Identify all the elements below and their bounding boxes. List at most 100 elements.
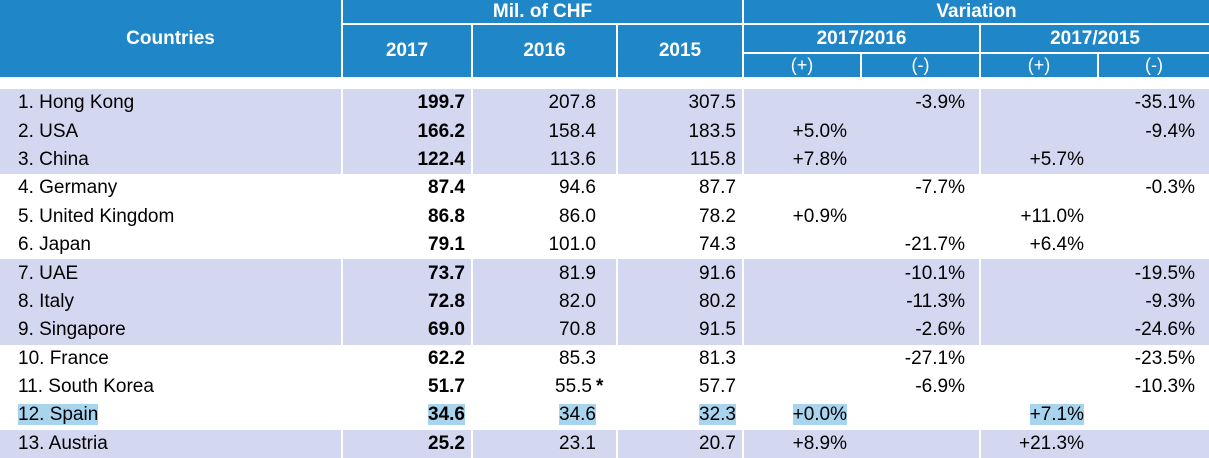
highlighted-country: 12. Spain: [18, 404, 99, 426]
country-cell: 5. United Kingdom: [0, 202, 342, 231]
plus-1715-cell: +7.1%: [979, 401, 1098, 430]
plus-1716-cell: +0.9%: [742, 202, 861, 231]
value-2016-cell: 101.0: [471, 230, 617, 260]
value-2017-cell: 73.7: [341, 259, 472, 288]
value-2015-cell: 183.5: [616, 117, 743, 146]
value-2015-cell: 307.5: [616, 89, 743, 118]
value-2017-cell: 72.8: [341, 287, 472, 317]
plus-1716-cell: [742, 372, 861, 402]
value-2017-cell: 25.2: [341, 429, 472, 458]
plus-1715-cell: [979, 316, 1098, 345]
value-2015-cell: 91.6: [616, 259, 743, 288]
table-row: 10. France 62.2 85.3 81.3 -27.1% -23.5%: [0, 344, 1209, 373]
country-cell: 6. Japan: [0, 230, 342, 260]
value-2016-text: 23.1: [559, 432, 596, 454]
plus-1716-cell: [742, 174, 861, 203]
value-2016-cell: 82.0: [471, 287, 617, 317]
country-cell: 2. USA: [0, 117, 342, 146]
minus-1716-cell: -11.3%: [861, 287, 980, 317]
value-2016-cell: 86.0: [471, 202, 617, 231]
value-2016-cell: 55.5 *: [471, 372, 617, 402]
plus-1716-cell: [742, 287, 861, 317]
minus-1715-cell: -0.3%: [1098, 174, 1209, 203]
table-row: 1. Hong Kong 199.7 207.8 307.5 -3.9% -35…: [0, 89, 1209, 118]
value-2016-cell: 23.1: [471, 429, 617, 458]
value-2015-cell: 20.7: [616, 429, 743, 458]
value-2016-cell: 70.8: [471, 316, 617, 345]
plus-1716-cell: [742, 316, 861, 345]
value-2016-text: 101.0: [548, 234, 596, 256]
country-cell: 1. Hong Kong: [0, 89, 342, 118]
table-row: 9. Singapore 69.0 70.8 91.5 -2.6% -24.6%: [0, 316, 1209, 345]
value-2016-text: 94.6: [559, 177, 596, 199]
plus-1716-cell: [742, 344, 861, 373]
value-2016-text: 207.8: [548, 92, 596, 114]
plus-header-1716: (+): [742, 53, 861, 79]
minus-1716-cell: [861, 117, 980, 146]
value-2017-cell: 51.7: [341, 372, 472, 402]
plus-1715-cell: +6.4%: [979, 230, 1098, 260]
highlighted-value: +7.1%: [1029, 404, 1084, 426]
minus-1715-cell: -35.1%: [1098, 89, 1209, 118]
value-2015-cell: 115.8: [616, 145, 743, 175]
value-2015-cell: 74.3: [616, 230, 743, 260]
plus-1715-cell: [979, 89, 1098, 118]
table-row: 3. China 122.4 113.6 115.8 +7.8% +5.7%: [0, 145, 1209, 175]
minus-header-1715: (-): [1097, 53, 1209, 79]
minus-1716-cell: [861, 401, 980, 430]
value-2016-cell: 81.9: [471, 259, 617, 288]
value-2016-text: 158.4: [548, 120, 596, 142]
table-row: 6. Japan 79.1 101.0 74.3 -21.7% +6.4%: [0, 230, 1209, 260]
year-2015-header: 2015: [616, 24, 743, 79]
mil-chf-header: Mil. of CHF: [341, 0, 743, 25]
header-spacer: [0, 78, 1209, 89]
plus-1716-cell: [742, 89, 861, 118]
table-row: 2. USA 166.2 158.4 183.5 +5.0% -9.4%: [0, 117, 1209, 146]
plus-1715-cell: [979, 372, 1098, 402]
table-body: 1. Hong Kong 199.7 207.8 307.5 -3.9% -35…: [0, 78, 1209, 458]
country-cell: 10. France: [0, 344, 342, 373]
country-cell: 13. Austria: [0, 429, 342, 458]
table-row: 11. South Korea 51.7 55.5 * 57.7 -6.9% -1…: [0, 372, 1209, 402]
value-2016-text: 113.6: [549, 148, 596, 170]
value-2016-cell: 34.6: [471, 401, 617, 430]
year-2017-header: 2017: [341, 24, 472, 79]
table-row: 12. Spain 34.6 34.6 32.3 +0.0% +7.1%: [0, 401, 1209, 430]
plus-1716-cell: +0.0%: [742, 401, 861, 430]
minus-1715-cell: -19.5%: [1098, 259, 1209, 288]
country-cell: 9. Singapore: [0, 316, 342, 345]
value-2016-cell: 158.4: [471, 117, 617, 146]
value-2017-cell: 34.6: [341, 401, 472, 430]
plus-1715-cell: [979, 117, 1098, 146]
value-2015-cell: 80.2: [616, 287, 743, 317]
value-2016-text: 86.0: [559, 205, 596, 227]
country-cell: 12. Spain: [0, 401, 342, 430]
minus-1716-cell: -21.7%: [861, 230, 980, 260]
value-2016-cell: 207.8: [471, 89, 617, 118]
minus-1716-cell: -6.9%: [861, 372, 980, 402]
value-2017-cell: 79.1: [341, 230, 472, 260]
value-2017-cell: 86.8: [341, 202, 472, 231]
minus-1716-cell: -27.1%: [861, 344, 980, 373]
minus-1715-cell: [1098, 202, 1209, 231]
minus-1716-cell: -10.1%: [861, 259, 980, 288]
plus-1716-cell: [742, 230, 861, 260]
value-2017-cell: 122.4: [341, 145, 472, 175]
value-2015-cell: 91.5: [616, 316, 743, 345]
table-row: 7. UAE 73.7 81.9 91.6 -10.1% -19.5%: [0, 259, 1209, 288]
value-2017-cell: 69.0: [341, 316, 472, 345]
plus-1715-cell: +21.3%: [979, 429, 1098, 458]
highlighted-value: 32.3: [699, 404, 736, 426]
variation-header: Variation: [742, 0, 1209, 25]
plus-header-1715: (+): [979, 53, 1098, 79]
value-2015-cell: 87.7: [616, 174, 743, 203]
country-cell: 7. UAE: [0, 259, 342, 288]
table-row: 13. Austria 25.2 23.1 20.7 +8.9% +21.3%: [0, 429, 1209, 458]
footnote-marker: *: [596, 376, 604, 398]
year-2016-header: 2016: [471, 24, 617, 79]
plus-1715-cell: +5.7%: [979, 145, 1098, 175]
countries-header: Countries: [0, 0, 342, 79]
table-row: 5. United Kingdom 86.8 86.0 78.2 +0.9% +…: [0, 202, 1209, 231]
plus-1716-cell: +7.8%: [742, 145, 861, 175]
value-2016-text: 85.3: [559, 347, 596, 369]
